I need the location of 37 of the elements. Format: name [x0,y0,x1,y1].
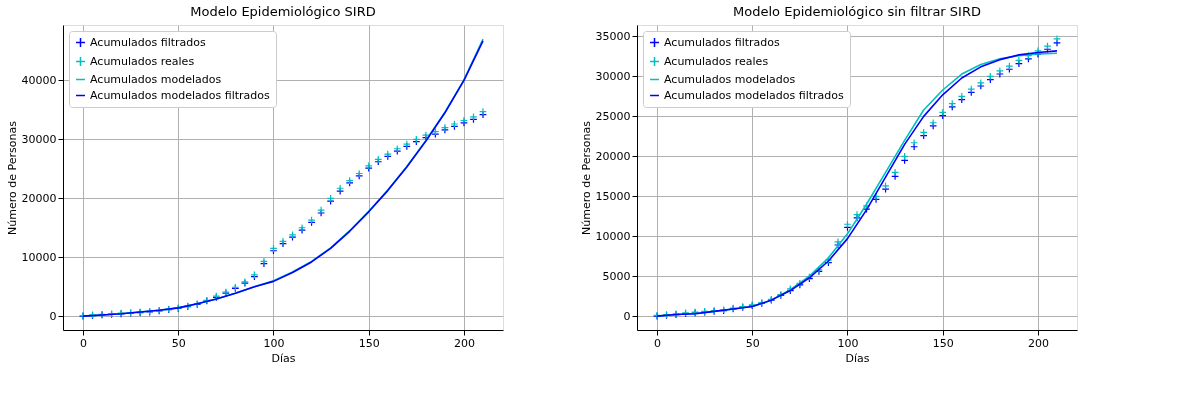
x-tick-label: 150 [932,336,954,350]
legend-label: Acumulados modelados filtrados [664,88,844,102]
legend-label: Acumulados modelados [664,72,796,86]
legend-label: Acumulados filtrados [664,35,781,49]
y-tick-label: 30000 [21,132,57,146]
y-tick-label: 40000 [21,73,57,87]
x-axis-title: Días [271,351,296,365]
y-tick-label: 30000 [595,69,631,83]
chart-title: Modelo Epidemiológico sin filtrar SIRD [733,4,981,19]
chart-title: Modelo Epidemiológico SIRD [190,4,376,19]
x-tick-label: 50 [745,336,760,350]
x-tick-label: 150 [358,336,380,350]
legend-label: Acumulados reales [90,54,195,68]
y-axis-title: Número de Personas [5,120,19,235]
x-tick-label: 50 [171,336,186,350]
x-tick-label: 0 [654,336,661,350]
legend-label: Acumulados modelados [90,72,222,86]
x-axis-title: Días [845,351,870,365]
y-tick-label: 10000 [595,229,631,243]
x-tick-label: 200 [1027,336,1049,350]
x-tick-label: 100 [837,336,859,350]
y-tick-label: 35000 [595,29,631,43]
y-tick-label: 10000 [21,250,57,264]
x-tick-label: 200 [453,336,475,350]
y-tick-label: 0 [49,309,57,323]
y-axis-title: Número de Personas [579,120,593,235]
y-tick-label: 0 [623,309,631,323]
x-tick-label: 0 [80,336,87,350]
legend-label: Acumulados modelados filtrados [90,88,270,102]
legend-label: Acumulados reales [664,54,769,68]
x-tick-label: 100 [263,336,285,350]
y-tick-label: 5000 [602,269,631,283]
y-tick-label: 25000 [595,109,631,123]
y-tick-label: 15000 [595,189,631,203]
y-tick-label: 20000 [595,149,631,163]
y-tick-label: 20000 [21,191,57,205]
legend-label: Acumulados filtrados [90,35,207,49]
